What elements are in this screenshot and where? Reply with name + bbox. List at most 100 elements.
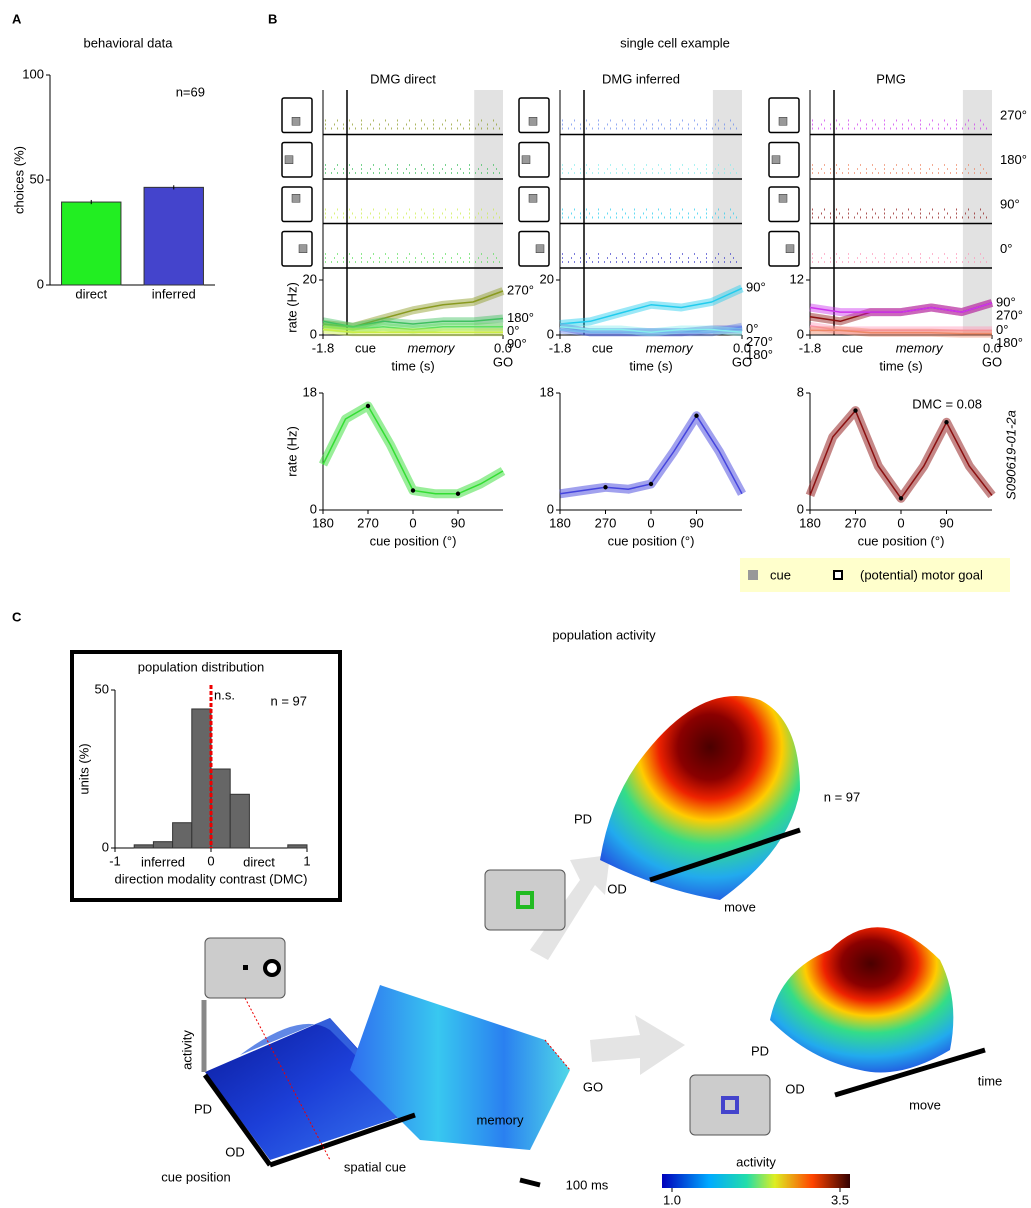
section-title: single cell example — [620, 35, 730, 50]
panel-label: C — [12, 609, 22, 624]
cue-icon — [298, 244, 308, 253]
cue-icon — [785, 244, 795, 253]
cue-icon — [771, 155, 781, 164]
axis-3d — [519, 1177, 541, 1188]
x-tick-label: 90 — [451, 515, 465, 530]
annotation: cue — [355, 340, 376, 355]
task-icon — [281, 141, 313, 178]
x-axis-label: cue position (°) — [858, 533, 945, 548]
line — [809, 302, 993, 313]
y-tick-label: 20 — [303, 271, 317, 286]
x-tick-label: 0.0 — [733, 340, 751, 355]
chart-title: population distribution — [138, 659, 264, 674]
annotation: GO — [493, 354, 513, 369]
marker — [365, 403, 371, 409]
surface-label: OD — [225, 1144, 245, 1159]
axis-3d — [834, 1047, 986, 1098]
colorbar-tick-label: 1.0 — [663, 1192, 681, 1207]
task-icon — [768, 97, 800, 134]
legend-cue-icon — [748, 570, 758, 580]
annotation: memory — [646, 340, 694, 355]
annotation: cue — [842, 340, 863, 355]
y-axis-label: choices (%) — [11, 146, 26, 214]
task-icon — [768, 230, 800, 267]
legend-label: 0° — [507, 323, 519, 338]
annotation: GO — [732, 354, 752, 369]
cue-icon — [291, 194, 301, 203]
annotation: memory — [896, 340, 944, 355]
x-tick-label: 270 — [845, 515, 867, 530]
legend-label: 180° — [996, 335, 1023, 350]
axis-3d — [649, 827, 801, 883]
legend-label: 180° — [746, 347, 773, 362]
histogram-bar — [152, 841, 174, 849]
task-icon — [281, 97, 313, 134]
surface-label: move — [724, 899, 756, 914]
annotation: direct — [243, 854, 275, 869]
marker — [410, 488, 416, 493]
x-tick-label: 1 — [303, 853, 310, 868]
surface-label: spatial cue — [344, 1159, 406, 1174]
task-icon — [518, 186, 550, 223]
y-axis-label: units (%) — [76, 743, 91, 794]
raster-label: 90° — [1000, 197, 1020, 212]
task-icon — [281, 186, 313, 223]
cue-icon — [284, 155, 294, 164]
x-tick-label: inferred — [152, 286, 196, 301]
surface-label: move — [909, 1097, 941, 1112]
legend-goal-icon — [833, 570, 843, 580]
go-window — [962, 90, 992, 335]
histogram-bar — [210, 768, 231, 849]
x-tick-label: 180 — [312, 515, 334, 530]
annotation: GO — [982, 354, 1002, 369]
legend-label: 180° — [507, 310, 534, 325]
y-tick-label: 50 — [95, 681, 109, 696]
annotation: DMC = 0.08 — [912, 396, 982, 411]
legend-label: 0° — [996, 322, 1008, 337]
cell-id: S090619-01-2a — [1003, 410, 1018, 500]
y-tick-label: 50 — [30, 171, 44, 186]
surface-label: memory — [477, 1112, 524, 1127]
x-tick-label: 0.0 — [494, 340, 512, 355]
x-tick-label: 270 — [357, 515, 379, 530]
marker — [944, 420, 949, 425]
y-tick-label: 18 — [540, 384, 554, 399]
x-axis-label: time (s) — [629, 358, 672, 373]
x-tick-label: 180 — [799, 515, 821, 530]
panel-label: A — [12, 11, 22, 26]
goal-icon — [516, 891, 534, 909]
x-tick-label: -1.8 — [799, 340, 821, 355]
line — [322, 317, 504, 328]
colorbar — [662, 1174, 850, 1188]
task-icon — [768, 141, 800, 178]
x-axis-label: cue position (°) — [608, 533, 695, 548]
chart-title: PMG — [876, 71, 906, 86]
x-axis-label: cue position (°) — [370, 533, 457, 548]
chart-title: DMG inferred — [602, 71, 680, 86]
bar — [61, 201, 122, 286]
surface-label: n = 97 — [824, 789, 861, 804]
colorbar-title: activity — [736, 1154, 776, 1169]
x-tick-label: 0.0 — [983, 340, 1001, 355]
line — [559, 326, 743, 334]
legend-label: cue — [770, 567, 791, 582]
surface-label: PD — [574, 811, 592, 826]
raster-label: 270° — [1000, 108, 1027, 123]
arrow — [530, 855, 610, 960]
raster-label: 180° — [1000, 152, 1027, 167]
x-tick-label: 270 — [595, 515, 617, 530]
task-icon — [518, 97, 550, 134]
cue-marker — [244, 997, 331, 1161]
cue-icon — [528, 194, 538, 203]
inset-frame — [70, 650, 342, 902]
annotation: inferred — [141, 854, 185, 869]
histogram-bar — [133, 844, 154, 849]
line-band — [805, 406, 996, 503]
x-axis-label: time (s) — [879, 358, 922, 373]
surface-label: GO — [583, 1079, 603, 1094]
axis-3d — [202, 1073, 273, 1167]
y-tick-label: 18 — [303, 384, 317, 399]
y-axis-label: rate (Hz) — [284, 426, 299, 477]
surface-label: PD — [751, 1043, 769, 1058]
